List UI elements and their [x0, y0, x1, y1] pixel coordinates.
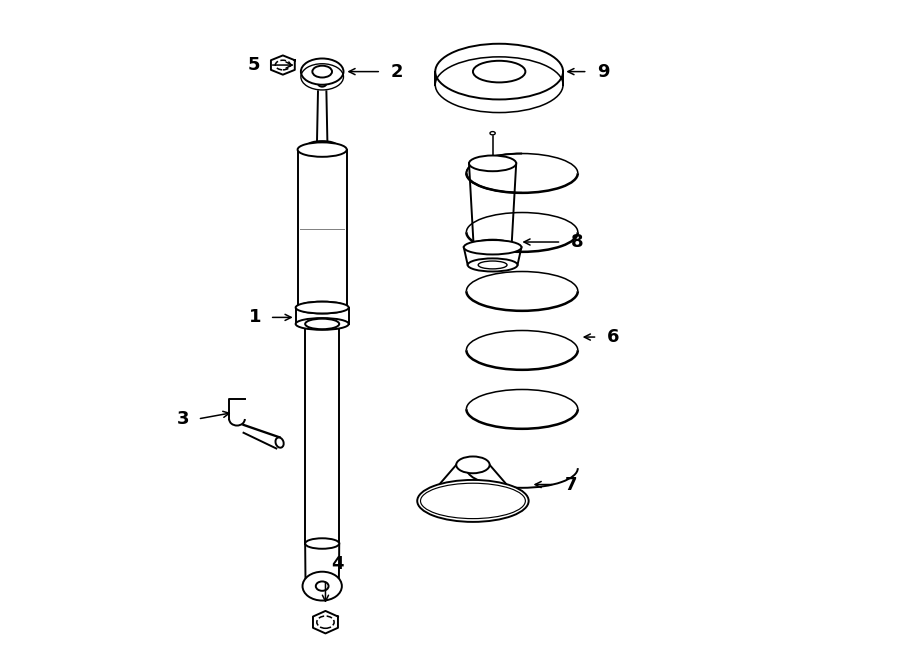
Text: 2: 2: [391, 63, 403, 81]
Ellipse shape: [418, 480, 528, 522]
Ellipse shape: [305, 538, 339, 549]
Polygon shape: [295, 307, 348, 324]
Ellipse shape: [298, 301, 346, 313]
Polygon shape: [298, 149, 346, 307]
Ellipse shape: [456, 457, 490, 473]
Text: 7: 7: [564, 475, 577, 494]
Ellipse shape: [302, 572, 342, 601]
Ellipse shape: [295, 318, 348, 330]
Ellipse shape: [305, 319, 339, 329]
Ellipse shape: [275, 438, 284, 447]
Ellipse shape: [464, 240, 521, 254]
Ellipse shape: [298, 142, 346, 157]
Text: 1: 1: [249, 309, 262, 327]
Ellipse shape: [318, 80, 327, 87]
Polygon shape: [305, 324, 339, 543]
Text: 8: 8: [572, 233, 584, 251]
Ellipse shape: [301, 58, 344, 85]
Ellipse shape: [473, 239, 511, 251]
Text: 4: 4: [330, 555, 343, 573]
Ellipse shape: [468, 258, 518, 272]
Ellipse shape: [469, 155, 517, 171]
Ellipse shape: [308, 141, 337, 150]
Ellipse shape: [490, 132, 495, 135]
Ellipse shape: [436, 44, 563, 99]
Ellipse shape: [275, 60, 291, 70]
Text: 3: 3: [177, 410, 190, 428]
Text: 6: 6: [608, 328, 620, 346]
Ellipse shape: [317, 616, 334, 629]
Text: 5: 5: [248, 56, 260, 74]
Ellipse shape: [472, 61, 526, 83]
Ellipse shape: [295, 301, 348, 313]
Ellipse shape: [312, 65, 332, 77]
Ellipse shape: [316, 582, 328, 591]
Text: 9: 9: [598, 63, 610, 81]
